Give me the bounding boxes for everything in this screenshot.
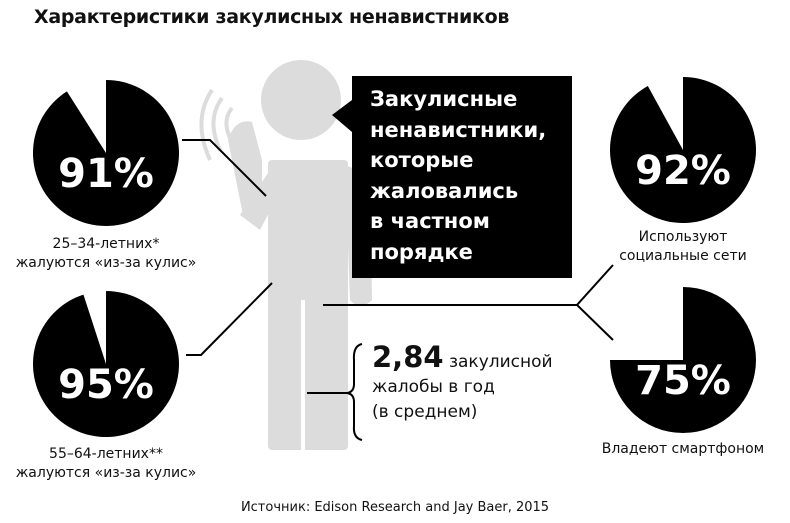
callout-line: порядке	[370, 239, 473, 264]
connector-lines	[182, 139, 614, 441]
callout-line: которые	[370, 148, 474, 172]
pie-caption-3: Используют социальные сети	[583, 228, 783, 266]
callout-line: в частном	[370, 209, 490, 233]
pie-caption-4: Владеют смартфоном	[583, 440, 783, 459]
pie-label-4: 75%	[635, 358, 731, 404]
sound-waves-icon	[199, 88, 234, 161]
caption-line: жалуются «из-за кулис»	[15, 255, 197, 271]
caption-line: жалуются «из-за кулис»	[15, 465, 197, 481]
complaints-stat: 2,84 закулисной жалобы в год (в среднем)	[372, 343, 553, 425]
pie-caption-2: 55–64-летних** жалуются «из-за кулис»	[0, 445, 212, 483]
stat-text: закулисной	[448, 352, 553, 372]
stat-text: (в среднем)	[372, 402, 478, 422]
source-note: Источник: Edison Research and Jay Baer, …	[240, 500, 550, 515]
stat-value: 2,84	[372, 340, 444, 374]
caption-line: Владеют смартфоном	[601, 441, 765, 457]
page-title: Характеристики закулисных ненавистников	[34, 6, 510, 28]
pie-slice-3	[610, 77, 756, 223]
pie-slice-1	[32, 80, 180, 226]
caption-line: социальные сети	[619, 248, 747, 264]
caption-line: 55–64-летних**	[49, 446, 163, 462]
pie-label-3: 92%	[635, 148, 731, 194]
callout-line: ненавистники,	[370, 117, 547, 142]
pie-label-2: 95%	[58, 362, 154, 408]
pie-label-1: 91%	[58, 151, 154, 197]
person-figure	[228, 60, 372, 450]
pie-caption-1: 25–34-летних* жалуются «из-за кулис»	[0, 235, 212, 273]
callout-line: жаловались	[370, 178, 519, 203]
caption-line: 25–34-летних*	[52, 236, 160, 252]
stat-text: жалобы в год	[372, 377, 495, 397]
caption-line: Используют	[638, 229, 728, 245]
callout-box: Закулисные ненавистники, которые жаловал…	[352, 76, 572, 278]
pie-slice-4	[610, 287, 756, 433]
callout-pointer	[332, 100, 352, 132]
pie-slice-2	[33, 291, 180, 437]
callout-line: Закулисные	[370, 87, 518, 111]
